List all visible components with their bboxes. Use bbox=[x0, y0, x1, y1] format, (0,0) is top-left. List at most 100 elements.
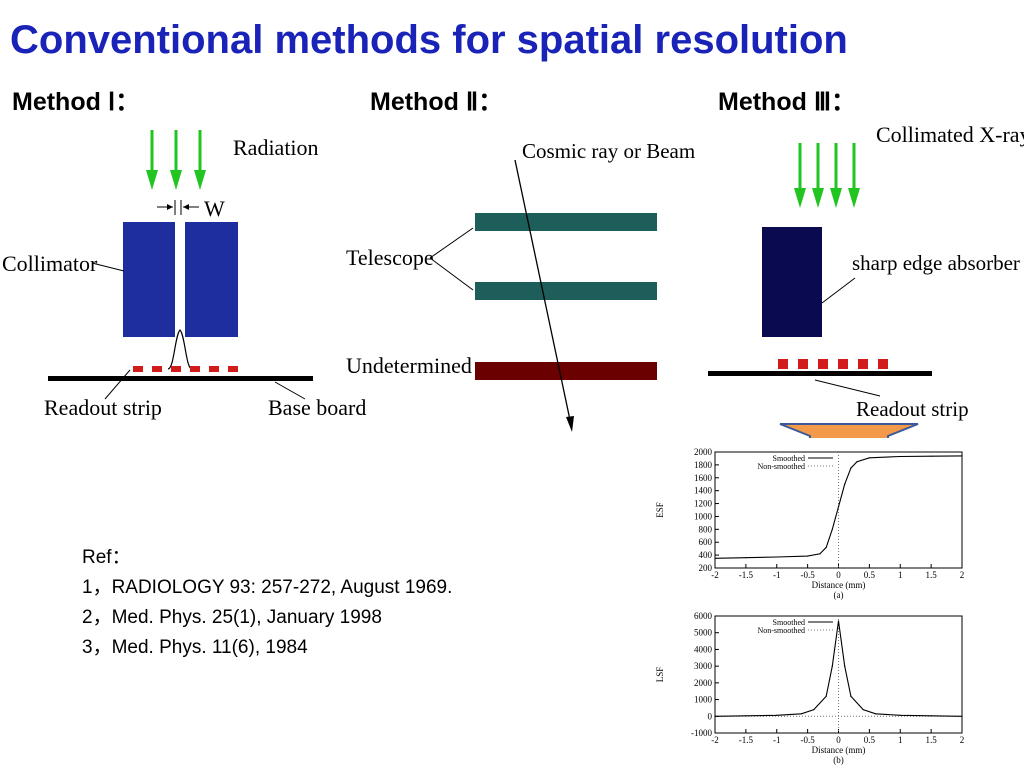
beam-profile-curve bbox=[167, 329, 193, 370]
data-point bbox=[745, 715, 747, 717]
y-tick-label: 0 bbox=[708, 711, 713, 721]
x-tick-label: -2 bbox=[711, 735, 719, 745]
data-point bbox=[831, 528, 833, 530]
x-axis-label: Distance (mm) bbox=[812, 580, 866, 590]
green-arrow-head-icon bbox=[146, 170, 158, 190]
y-tick-label: 6000 bbox=[694, 611, 713, 621]
x-tick-label: 1.5 bbox=[926, 570, 938, 580]
data-point bbox=[819, 553, 821, 555]
x-tick-label: 2 bbox=[960, 735, 965, 745]
base-board-label: Base board bbox=[268, 395, 366, 420]
readout-strip-label: Readout strip bbox=[44, 395, 162, 420]
y-tick-label: 1800 bbox=[694, 460, 713, 470]
data-point bbox=[714, 557, 716, 559]
references: Ref： 1，RADIOLOGY 93: 257-272, August 196… bbox=[82, 543, 452, 663]
esf-chart: -2 -1.5 -1 -0.5 0 0.5 1 1.5 2 200 400 600 800 1000 120… bbox=[655, 447, 965, 600]
data-point bbox=[813, 709, 815, 711]
x-tick-label: -2 bbox=[711, 570, 719, 580]
method-3-diagram: Collimated X-ray sharp edge absorber Rea… bbox=[708, 122, 1024, 438]
data-point bbox=[825, 695, 827, 697]
telescope-label: Telescope bbox=[346, 245, 434, 270]
readout-strips bbox=[133, 366, 238, 372]
x-tick-label: -1.5 bbox=[739, 570, 754, 580]
data-point bbox=[856, 461, 858, 463]
readout-strip-label: Readout strip bbox=[856, 397, 969, 421]
y-tick-label: 1200 bbox=[694, 499, 713, 509]
lsf-chart: -2 -1.5 -1 -0.5 0 0.5 1 1.5 2 -1000 0 1000 2000 3000 4… bbox=[655, 611, 965, 765]
y-tick-label: 1000 bbox=[694, 511, 713, 521]
base-board bbox=[48, 376, 313, 381]
xray-arrows bbox=[794, 143, 860, 208]
reference-item: 2，Med. Phys. 25(1), January 1998 bbox=[82, 607, 382, 628]
x-tick-label: 2 bbox=[960, 570, 965, 580]
collimator-leader-line bbox=[91, 262, 125, 272]
x-tick-label: 1.5 bbox=[926, 735, 938, 745]
data-point bbox=[714, 715, 716, 717]
radiation-label: Radiation bbox=[233, 135, 319, 160]
y-tick-label: 5000 bbox=[694, 628, 713, 638]
y-tick-label: -1000 bbox=[691, 728, 712, 738]
collimator-label: Collimator bbox=[2, 251, 98, 276]
legend-entry: Smoothed bbox=[773, 618, 805, 627]
x-tick-label: 0.5 bbox=[864, 570, 876, 580]
readout-strips bbox=[778, 359, 888, 369]
y-tick-label: 1000 bbox=[694, 695, 713, 705]
data-point bbox=[825, 546, 827, 548]
x-tick-label: 0 bbox=[836, 735, 841, 745]
data-point bbox=[745, 557, 747, 559]
green-arrow-head-icon bbox=[194, 170, 206, 190]
data-point bbox=[930, 455, 932, 457]
data-point bbox=[837, 620, 840, 622]
data-point bbox=[844, 665, 846, 667]
track-arrow-head-icon bbox=[566, 416, 574, 432]
y-tick-label: 600 bbox=[699, 537, 713, 547]
data-point bbox=[961, 455, 963, 457]
series-line-smoothed bbox=[714, 620, 963, 717]
y-tick-label: 200 bbox=[699, 563, 713, 573]
x-tick-label: 1 bbox=[898, 735, 903, 745]
data-point bbox=[831, 665, 833, 667]
legend-entry: Non-smoothed bbox=[757, 626, 805, 635]
y-tick-label: 2000 bbox=[694, 678, 713, 688]
sharp-edge-absorber bbox=[762, 227, 822, 337]
x-tick-label: 1 bbox=[898, 570, 903, 580]
data-point bbox=[837, 506, 840, 508]
y-tick-label: 4000 bbox=[694, 644, 713, 654]
method-2-diagram: Cosmic ray or Beam Telescope Undetermine… bbox=[346, 139, 695, 432]
y-axis-label: LSF bbox=[655, 667, 665, 683]
x-tick-label: 0 bbox=[836, 570, 841, 580]
data-point bbox=[862, 709, 864, 711]
x-tick-label: 0.5 bbox=[864, 735, 876, 745]
y-tick-label: 400 bbox=[699, 550, 713, 560]
y-axis-label: ESF bbox=[655, 502, 665, 518]
x-tick-label: -1 bbox=[773, 735, 781, 745]
method-2-heading: Method Ⅱ： bbox=[370, 88, 504, 116]
legend-entry: Smoothed bbox=[773, 454, 805, 463]
x-tick-label: -0.5 bbox=[801, 570, 816, 580]
absorber-label: sharp edge absorber bbox=[852, 251, 1020, 275]
references-heading: Ref： bbox=[82, 547, 131, 568]
data-point bbox=[868, 457, 870, 459]
method-1-diagram: Radiation W Collimator Readout strip Bas… bbox=[2, 130, 366, 420]
telescope-layer-lower bbox=[475, 282, 657, 300]
legend-entry: Non-smoothed bbox=[757, 462, 805, 471]
y-tick-label: 1400 bbox=[694, 486, 713, 496]
particle-track bbox=[514, 159, 571, 421]
y-tick-label: 800 bbox=[699, 524, 713, 534]
data-point bbox=[776, 714, 778, 716]
xray-label: Collimated X-ray bbox=[876, 122, 1024, 147]
slide-title: Conventional methods for spatial resolut… bbox=[10, 18, 848, 62]
method-3-heading: Method Ⅲ： bbox=[718, 88, 857, 116]
down-arrow-icon bbox=[779, 423, 919, 438]
radiation-arrows bbox=[146, 130, 206, 190]
panel-label: (a) bbox=[834, 590, 844, 600]
cosmic-ray-label: Cosmic ray or Beam bbox=[522, 139, 695, 163]
data-point bbox=[899, 714, 901, 716]
undetermined-layer bbox=[475, 362, 657, 380]
data-point bbox=[844, 483, 846, 485]
undetermined-label: Undetermined bbox=[346, 353, 472, 378]
data-point bbox=[776, 556, 778, 558]
collimator-block-left bbox=[123, 222, 175, 337]
collimator-block-right bbox=[185, 222, 238, 337]
data-point bbox=[961, 715, 963, 717]
